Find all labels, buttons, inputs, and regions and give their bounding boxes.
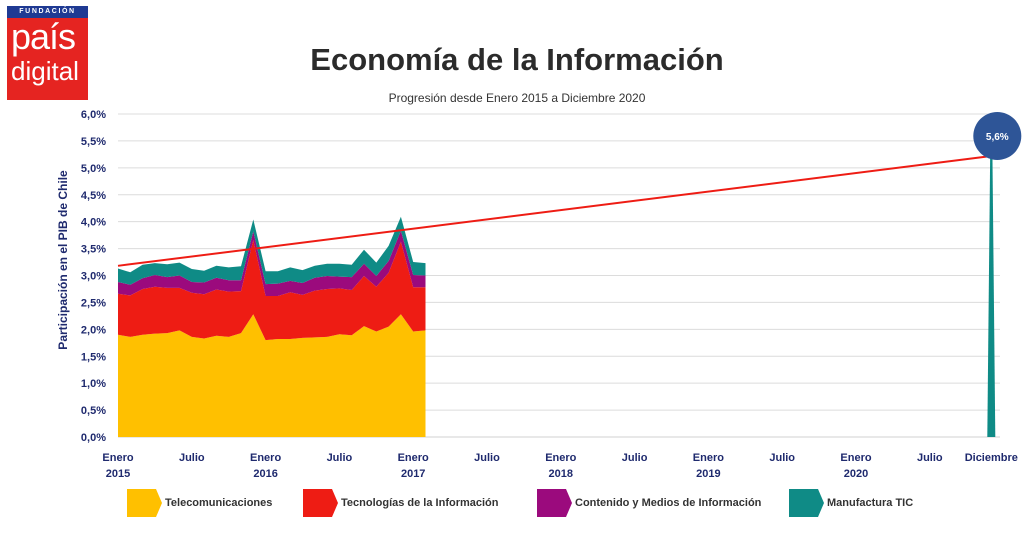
y-axis-ticks: 0,0% 0,5% 1,0% 1,5% 2,0% 2,5% 3,0% 3,5% 4,0% 4,5%…	[81, 109, 106, 444]
y-tick-label: 0,0%	[81, 432, 106, 444]
x-tick-label: Enero	[102, 452, 133, 464]
y-tick-label: 2,0%	[81, 324, 106, 336]
x-tick-year: 2020	[844, 468, 868, 480]
x-tick-label: Julio	[474, 452, 500, 464]
stacked-areas	[118, 141, 996, 438]
trendline	[117, 154, 992, 267]
x-tick-year: 2019	[696, 468, 720, 480]
legend-swatch	[127, 489, 162, 517]
trendline-group: 5,6%	[117, 112, 1022, 267]
fundacion-pais-digital-logo: FUNDACIÓN país digital	[7, 6, 88, 100]
legend: Telecomunicaciones Tecnologías de la Info…	[127, 489, 913, 517]
y-tick-label: 1,0%	[81, 378, 106, 390]
y-tick-label: 5,0%	[81, 163, 106, 175]
area-tecnolog-as-de-la-informaci-n	[118, 240, 426, 341]
y-axis-label: Participación en el PIB de Chile	[56, 170, 70, 350]
y-tick-label: 4,5%	[81, 190, 106, 202]
x-tick-label: Enero	[545, 452, 576, 464]
legend-label: Manufactura TIC	[827, 497, 913, 509]
legend-swatch	[303, 489, 338, 517]
legend-label: Contenido y Medios de Información	[575, 497, 762, 509]
value-bubble-label: 5,6%	[986, 132, 1009, 143]
area-telecomunicaciones	[118, 314, 426, 437]
x-tick-label: Julio	[917, 452, 943, 464]
x-tick-year: 2016	[253, 468, 277, 480]
y-tick-label: 5,5%	[81, 136, 106, 148]
x-tick-label: Enero	[398, 452, 429, 464]
logo-line2: digital	[11, 56, 79, 86]
area-manufactura-tic	[118, 216, 426, 285]
x-tick-year: 2015	[106, 468, 130, 480]
x-tick-label: Julio	[769, 452, 795, 464]
chart-title: Economía de la Información	[310, 42, 724, 77]
legend-label: Tecnologías de la Información	[341, 497, 499, 509]
legend-swatch	[537, 489, 572, 517]
spike-manufactura-tic	[987, 141, 996, 438]
y-tick-label: 2,5%	[81, 297, 106, 309]
y-tick-label: 0,5%	[81, 405, 106, 417]
logo-top-text: FUNDACIÓN	[7, 6, 88, 18]
logo-line1: país	[11, 16, 76, 57]
y-tick-label: 4,0%	[81, 217, 106, 229]
x-tick-year: 2017	[401, 468, 425, 480]
x-tick-label: Enero	[840, 452, 871, 464]
x-tick-label: Enero	[250, 452, 281, 464]
x-tick-year: 2018	[549, 468, 573, 480]
x-tick-label: Julio	[327, 452, 353, 464]
y-tick-label: 1,5%	[81, 351, 106, 363]
legend-swatch	[789, 489, 824, 517]
y-tick-label: 6,0%	[81, 109, 106, 121]
x-axis-ticks: Enero 2015 Julio Enero 2016 Julio Enero 2017 Jul…	[102, 452, 1017, 480]
legend-label: Telecomunicaciones	[165, 497, 272, 509]
logo-box: país digital	[7, 18, 88, 100]
value-bubble	[973, 112, 1022, 160]
area-contenido-y-medios-de-informaci-n	[118, 230, 426, 296]
chart-subtitle: Progresión desde Enero 2015 a Diciembre …	[388, 91, 646, 105]
y-tick-label: 3,5%	[81, 244, 106, 256]
x-tick-label: Julio	[179, 452, 205, 464]
y-tick-label: 3,0%	[81, 271, 106, 283]
x-tick-label: Enero	[693, 452, 724, 464]
x-tick-label: Diciembre	[965, 452, 1018, 464]
x-tick-label: Julio	[622, 452, 648, 464]
